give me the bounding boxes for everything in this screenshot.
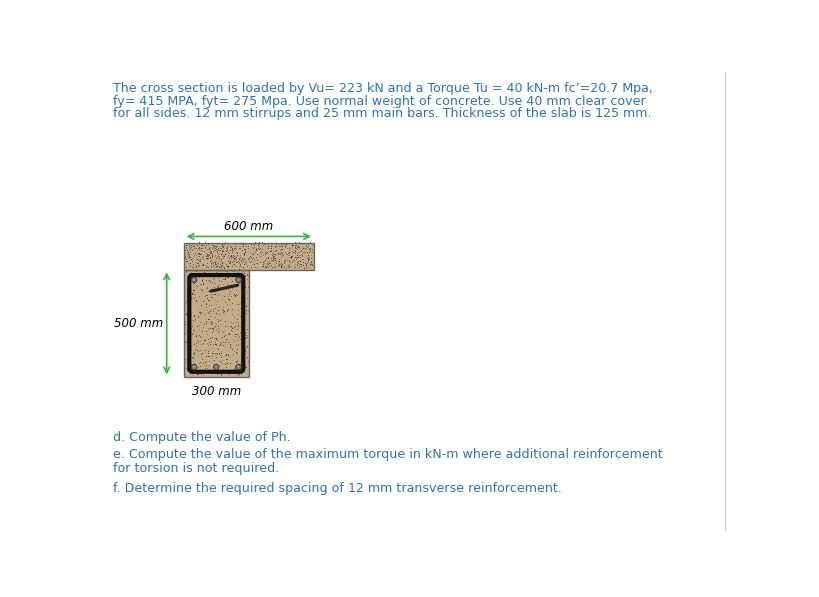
Bar: [183, 269, 249, 377]
Text: fy= 415 MPA, fyt= 275 Mpa. Use normal weight of concrete. Use 40 mm clear cover: fy= 415 MPA, fyt= 275 Mpa. Use normal we…: [113, 95, 646, 107]
Text: The cross section is loaded by Vu= 223 kN and a Torque Tu = 40 kN-m fc’=20.7 Mpa: The cross section is loaded by Vu= 223 k…: [113, 82, 653, 96]
Text: d. Compute the value of Ph.: d. Compute the value of Ph.: [113, 431, 291, 444]
Text: e. Compute the value of the maximum torque in kN-m where additional reinforcemen: e. Compute the value of the maximum torq…: [113, 448, 663, 461]
Text: 300 mm: 300 mm: [192, 385, 241, 398]
Text: 600 mm: 600 mm: [224, 220, 274, 233]
Bar: [183, 242, 314, 269]
Circle shape: [192, 364, 197, 370]
Text: for torsion is not required.: for torsion is not required.: [113, 462, 279, 475]
Text: 500 mm: 500 mm: [114, 317, 163, 330]
Circle shape: [236, 364, 242, 370]
Bar: [183, 242, 314, 269]
Circle shape: [236, 277, 242, 282]
Text: f. Determine the required spacing of 12 mm transverse reinforcement.: f. Determine the required spacing of 12 …: [113, 482, 562, 495]
Bar: [183, 269, 249, 377]
Circle shape: [192, 277, 197, 282]
Text: for all sides. 12 mm stirrups and 25 mm main bars. Thickness of the slab is 125 : for all sides. 12 mm stirrups and 25 mm …: [113, 107, 652, 120]
Circle shape: [214, 364, 219, 370]
